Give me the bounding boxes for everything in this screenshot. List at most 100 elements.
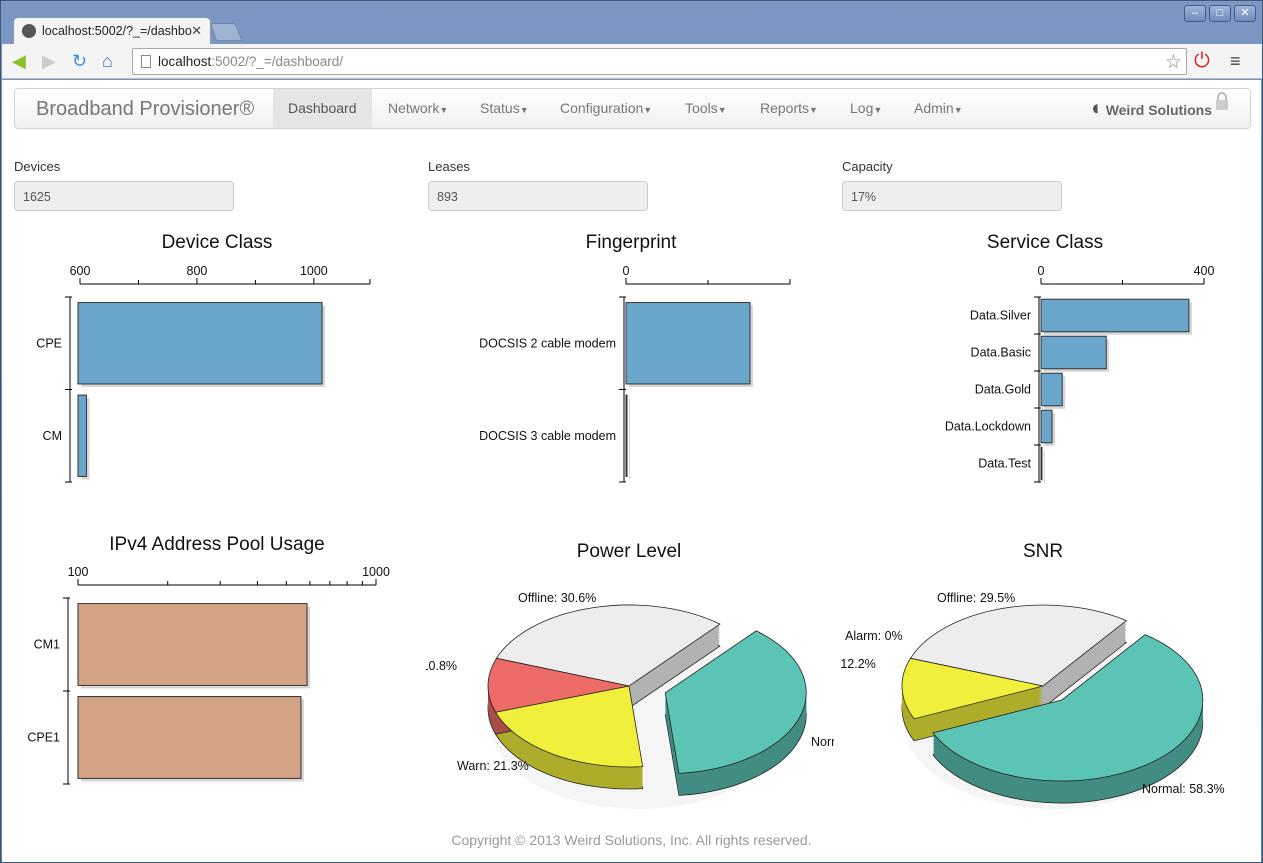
chart-title-ipv4-pool: IPv4 Address Pool Usage [109,534,325,555]
menu-icon[interactable]: ≡ [1230,51,1241,71]
x-tick-label: 400 [1194,264,1215,278]
browser-tab[interactable]: localhost:5002/?_=/dashbo ✕ [13,17,211,45]
y-tick-label: Data.Silver [970,309,1031,323]
footer: Copyright © 2013 Weird Solutions, Inc. A… [451,832,812,848]
nav-label: Tools [685,100,718,116]
snr-labels: Offline: 29.5% Normal: 58.3% Alarm: 0% W… [840,560,1260,800]
bar-chart-2: 0 400 Data.Silver Data.Basic Data.Gold Data.L… [945,264,1215,483]
x-tick-label: 600 [70,264,91,278]
x-tick-label: 800 [187,264,208,278]
adblock-icon[interactable]: ⏻ [1194,50,1210,72]
nav-dashboard[interactable]: Dashboard [273,89,372,128]
x-tick-label: 100 [68,565,89,579]
pie-slice-offline [495,604,721,687]
url-path: :5002/?_=/dashboard/ [211,54,344,69]
navbar: Broadband Provisioner® Dashboard Network… [14,88,1251,129]
pie-slice-warn [494,685,644,768]
logo-text: Weird Solutions [1105,102,1212,118]
pie-label-alarm: Alarm: 0% [845,629,903,643]
nav-reports[interactable]: Reports▼ [760,100,818,116]
x-tick-label: 0 [623,264,630,278]
pie-label-alarm: Alarm: 10.8% [426,659,458,673]
y-tick-label: CM [43,429,62,443]
pie-label-warn: Warn: 21.3% [457,759,529,773]
url-host: localhost [158,54,212,69]
nav-tools[interactable]: Tools▼ [685,100,727,116]
page-icon [141,55,151,68]
nav-label: Reports [760,100,810,116]
devices-field: 1625 [14,181,234,211]
maximize-button[interactable]: □ [1209,5,1231,22]
pie-label-warn: Warn: 12.2% [840,657,876,671]
chart-title-power-level: Power Level [576,541,682,562]
bar-cm [77,394,87,477]
nav-label: Network [388,100,440,116]
y-tick-label: DOCSIS 3 cable modem [479,429,616,443]
leases-field: 893 [428,181,648,211]
pie-slice-warn [901,657,1044,720]
forward-icon[interactable]: ▶ [42,51,56,71]
lock-icon[interactable] [1214,92,1230,110]
pie-slice-normal [664,630,807,774]
bar-shadow [1044,450,1045,483]
chart-title-service-class: Service Class [986,232,1104,253]
bookmark-star-icon[interactable]: ☆ [1164,52,1182,73]
y-tick-label: Data.Gold [975,383,1031,397]
y-tick-label: Data.Basic [971,346,1031,360]
pie-label-offline: Offline: 30.6% [518,591,597,605]
bar-docsis-3-cable-modem [625,394,628,477]
pie-slice-alarm [487,657,630,713]
reload-icon[interactable]: ↻ [72,51,88,71]
tab-title: localhost:5002/?_=/dashbo [42,24,192,38]
x-tick-label: 1000 [362,565,390,579]
back-icon[interactable]: ◀ [12,51,26,71]
bar-shadow [629,398,630,480]
nav-configuration[interactable]: Configuration▼ [560,100,653,116]
x-tick-label: 0 [1038,264,1045,278]
nav-label: Dashboard [288,100,357,116]
pie-label-normal: Normal: 37.3% [811,735,834,749]
power-level-labels: Offline: 30.6% Normal: 37.3% Warn: 21.3%… [426,560,834,780]
y-tick-label: CPE [36,336,62,350]
browser-toolbar: ◀ ▶ ↻ ⌂ localhost:5002/?_=/dashboard/ ☆ ⏻… [2,44,1262,79]
bar-docsis-2-cable-modem [625,302,751,385]
pie-chart-1 [901,604,1204,809]
bar-chart-3: 100 1000 CM1 CPE1 [27,565,390,785]
capacity-label: Capacity [842,159,893,174]
bar-chart-1: 0 DOCSIS 2 cable modem DOCSIS 3 cable mode… [479,264,791,483]
bar-data-silver [1040,298,1190,333]
nav-admin[interactable]: Admin▼ [914,100,963,116]
y-tick-label: Data.Test [978,457,1031,471]
chart-title-snr: SNR [1022,541,1064,562]
bar-chart-0: 600 800 1000 CPE CM [36,264,371,483]
pie-label-normal: Normal: 58.3% [1142,782,1225,796]
devices-label: Devices [14,159,61,174]
close-window-button[interactable]: ✕ [1234,5,1256,22]
pie-label-offline: Offline: 29.5% [937,591,1016,605]
bar-cm1 [77,603,308,686]
capacity-field: 17% [842,181,1062,211]
minimize-button[interactable]: – [1184,5,1206,22]
home-icon[interactable]: ⌂ [102,51,113,71]
chart-title-fingerprint: Fingerprint [585,232,677,253]
bar-data-gold [1040,372,1063,407]
bar-data-basic [1040,335,1107,370]
brand[interactable]: Broadband Provisioner® [36,98,255,120]
y-tick-label: Data.Lockdown [945,420,1031,434]
nav-log[interactable]: Log▼ [850,100,883,116]
nav-label: Admin [914,100,954,116]
company-logo: ◖ Weird Solutions [1088,95,1213,120]
nav-status[interactable]: Status▼ [480,100,529,116]
y-tick-label: DOCSIS 2 cable modem [479,336,616,350]
nav-label: Status [480,100,520,116]
pie-slice-offline [909,604,1128,687]
nav-network[interactable]: Network▼ [388,100,449,116]
nav-label: Configuration [560,100,644,116]
bar-cpe [77,302,323,385]
y-tick-label: CPE1 [27,731,60,745]
bar-data-lockdown [1040,409,1053,444]
address-bar[interactable]: localhost:5002/?_=/dashboard/ ☆ [132,48,1187,75]
chart-title-device-class: Device Class [161,232,273,253]
close-tab-icon[interactable]: ✕ [191,23,202,38]
